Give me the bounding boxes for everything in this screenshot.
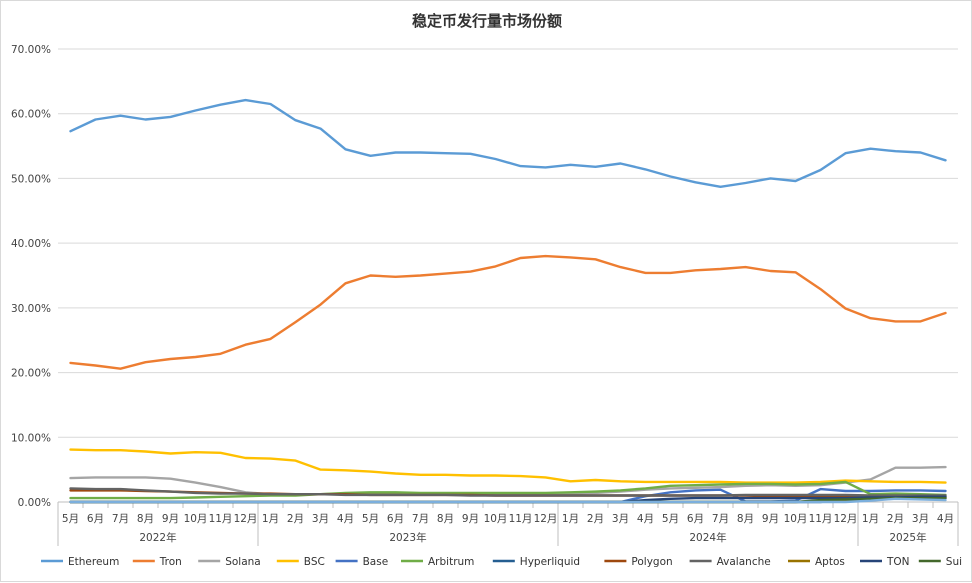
x-tick-label: 3月 [612, 513, 629, 525]
x-tick-label: 2月 [287, 513, 304, 525]
x-tick-label: 1月 [862, 513, 879, 525]
legend-label-sui: Sui [946, 556, 962, 568]
x-tick-label: 9月 [162, 513, 179, 525]
x-tick-label: 10月 [484, 513, 508, 525]
y-tick-label: 10.00% [11, 432, 51, 444]
x-tick-label: 3月 [312, 513, 329, 525]
x-tick-label: 9月 [462, 513, 479, 525]
x-tick-label: 4月 [337, 513, 354, 525]
x-tick-label: 10月 [184, 513, 208, 525]
y-axis: 0.00% 10.00% 20.00% 30.00% 40.00% 50.00% 60.00… [11, 44, 51, 509]
legend-label-tron: Tron [159, 556, 182, 568]
y-tick-label: 40.00% [11, 238, 51, 250]
x-tick-label: 4月 [637, 513, 654, 525]
legend-label-aptos: Aptos [815, 556, 845, 568]
legend-label-bsc: BSC [304, 556, 325, 568]
x-tick-label: 7月 [112, 513, 129, 525]
x-tick-label: 12月 [234, 513, 258, 525]
y-tick-label: 20.00% [11, 368, 51, 380]
y-tick-label: 70.00% [11, 44, 51, 56]
legend: Ethereum Tron Solana BSC Base Arbitrum Hyperli… [41, 556, 962, 568]
legend-label-polygon: Polygon [631, 556, 672, 568]
x-tick-label: 12月 [534, 513, 558, 525]
x-tick-label: 5月 [62, 513, 79, 525]
x-tick-label: 8月 [737, 513, 754, 525]
legend-label-base: Base [363, 556, 389, 568]
x-tick-label: 12月 [834, 513, 858, 525]
x-axis: 5月 6月 7月 8月 9月 10月 11月 12月 1月 2月 3月 4月 5月 6月 7月 8月 9月 10月… [57, 501, 959, 546]
series-line-berachain [69, 497, 947, 504]
x-tick-label: 11月 [809, 513, 833, 525]
x-year-label: 2024年 [689, 531, 726, 544]
x-tick-label: 11月 [209, 513, 233, 525]
y-tick-label: 0.00% [18, 497, 51, 509]
y-tick-label: 30.00% [11, 303, 51, 315]
x-tick-label: 7月 [712, 513, 729, 525]
x-tick-label: 8月 [137, 513, 154, 525]
x-tick-label: 3月 [912, 513, 929, 525]
x-year-label: 2025年 [889, 531, 926, 544]
x-tick-label: 11月 [509, 513, 533, 525]
series-line-bsc [69, 448, 947, 484]
legend-label-arbitrum: Arbitrum [428, 556, 474, 568]
x-tick-label: 10月 [784, 513, 808, 525]
series-lines [69, 98, 947, 504]
x-tick-label: 7月 [412, 513, 429, 525]
x-tick-label: 5月 [662, 513, 679, 525]
chart-title: 稳定币发行量市场份额 [412, 12, 562, 30]
legend-label-hyperliquid: Hyperliquid [520, 556, 580, 568]
x-tick-label: 8月 [437, 513, 454, 525]
x-tick-label: 6月 [687, 513, 704, 525]
legend-label-ton: TON [886, 556, 910, 568]
series-line-ethereum [69, 98, 947, 189]
series-line-tron [69, 254, 947, 370]
legend-label-solana: Solana [225, 556, 261, 568]
y-tick-label: 50.00% [11, 173, 51, 185]
x-tick-label: 9月 [762, 513, 779, 525]
legend-label-ethereum: Ethereum [68, 556, 119, 568]
x-tick-label: 6月 [87, 513, 104, 525]
x-year-label: 2023年 [389, 531, 426, 544]
x-tick-label: 4月 [937, 513, 954, 525]
gridlines [58, 48, 958, 438]
x-tick-label: 2月 [887, 513, 904, 525]
x-tick-label: 6月 [387, 513, 404, 525]
x-tick-label: 5月 [362, 513, 379, 525]
legend-label-avalanche: Avalanche [717, 556, 771, 568]
series-line-arbitrum [69, 480, 947, 500]
y-tick-label: 60.00% [11, 109, 51, 121]
x-tick-label: 1月 [562, 513, 579, 525]
x-tick-label: 2月 [587, 513, 604, 525]
series-line-avalanche [69, 487, 947, 497]
x-tick-label: 1月 [262, 513, 279, 525]
x-year-label: 2022年 [139, 531, 176, 544]
